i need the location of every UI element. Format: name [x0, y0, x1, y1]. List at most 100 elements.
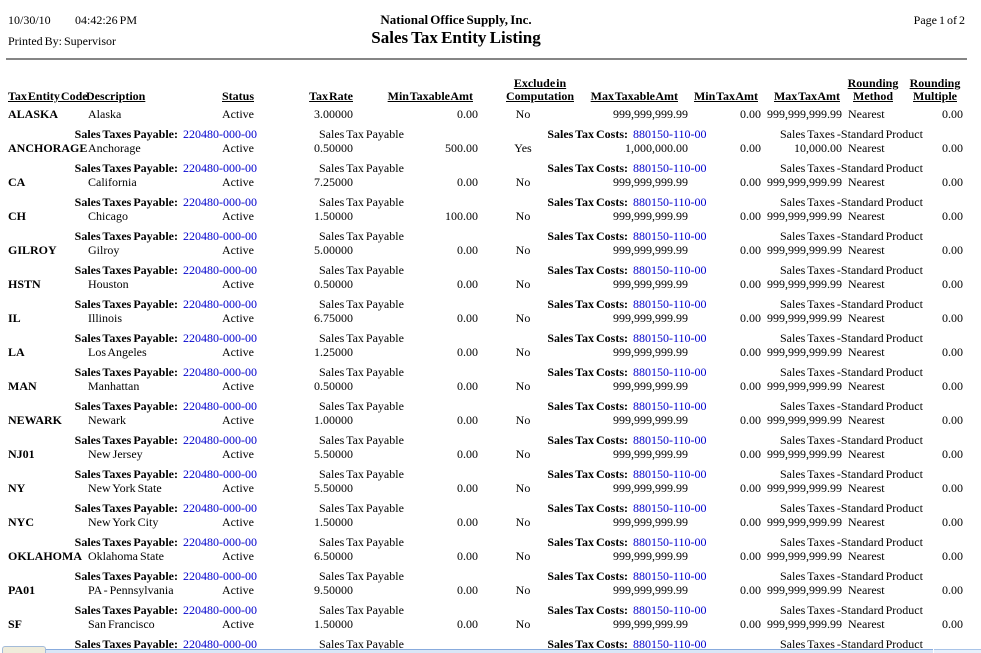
entity-description: California [88, 175, 137, 189]
entity-exclude-in-computation: No [515, 413, 531, 427]
sales-tax-costs-account-link[interactable]: 880150-110-00 [633, 297, 707, 311]
sales-taxes-payable-account-link[interactable]: 220480-000-00 [183, 603, 257, 617]
entity-tax-rate: 6.50000 [314, 549, 353, 563]
sales-taxes-payable-label: Sales Taxes Payable: [74, 263, 178, 277]
sales-tax-costs-account-link[interactable]: 880150-110-00 [633, 399, 707, 413]
sales-tax-costs-account-link[interactable]: 880150-110-00 [633, 331, 707, 345]
report-time: 04:42:26 PM [75, 13, 138, 27]
sales-tax-costs-account-name: Sales Taxes -Standard Product [780, 161, 923, 175]
sales-tax-costs-account-link[interactable]: 880150-110-00 [633, 365, 707, 379]
sales-tax-costs-label: Sales Tax Costs: [547, 161, 628, 175]
sales-taxes-payable-account-link[interactable]: 220480-000-00 [183, 399, 257, 413]
entity-rounding-multiple: 0.00 [942, 549, 963, 563]
column-header-rounding-multiple: Rounding Multiple [905, 77, 965, 103]
entity-rounding-multiple: 0.00 [942, 345, 963, 359]
entity-max-tax-amt: 999,999,999.99 [767, 107, 842, 121]
report-date: 10/30/10 [8, 13, 51, 27]
entity-row: OKLAHOMA Oklahoma State Active 6.50000 0.00 N… [0, 550, 981, 563]
entity-rounding-method: Nearest [848, 413, 885, 427]
sales-tax-costs-account-name: Sales Taxes -Standard Product [780, 365, 923, 379]
sales-taxes-payable-account-link[interactable]: 220480-000-00 [183, 229, 257, 243]
sales-tax-costs-label: Sales Tax Costs: [547, 127, 628, 141]
sales-tax-costs-account-name: Sales Taxes -Standard Product [780, 399, 923, 413]
sales-taxes-payable-account-name: Sales Tax Payable [319, 501, 404, 515]
entity-tax-rate: 0.50000 [314, 277, 353, 291]
entity-min-tax-amt: 0.00 [740, 515, 761, 529]
entity-tax-rate: 1.50000 [314, 209, 353, 223]
entity-max-tax-amt: 999,999,999.99 [767, 379, 842, 393]
entity-min-tax-amt: 0.00 [740, 379, 761, 393]
sales-tax-costs-account-link[interactable]: 880150-110-00 [633, 535, 707, 549]
sales-taxes-payable-account-link[interactable]: 220480-000-00 [183, 535, 257, 549]
sales-taxes-payable-account-link[interactable]: 220480-000-00 [183, 127, 257, 141]
entity-max-tax-amt: 999,999,999.99 [767, 447, 842, 461]
entity-status: Active [222, 209, 254, 223]
entity-min-taxable-amt: 0.00 [457, 107, 478, 121]
entity-min-tax-amt: 0.00 [740, 175, 761, 189]
sales-taxes-payable-account-link[interactable]: 220480-000-00 [183, 501, 257, 515]
sales-tax-costs-label: Sales Tax Costs: [547, 399, 628, 413]
sales-tax-costs-account-link[interactable]: 880150-110-00 [633, 467, 707, 481]
sales-tax-costs-account-link[interactable]: 880150-110-00 [633, 195, 707, 209]
entity-code: NEWARK [8, 413, 63, 427]
sales-taxes-payable-account-link[interactable]: 220480-000-00 [183, 569, 257, 583]
column-header-min-taxable-amt: Min Taxable Amt [387, 89, 473, 103]
entity-max-taxable-amt: 999,999,999.99 [613, 515, 688, 529]
sales-tax-costs-account-name: Sales Taxes -Standard Product [780, 127, 923, 141]
sales-taxes-payable-account-link[interactable]: 220480-000-00 [183, 365, 257, 379]
entity-min-tax-amt: 0.00 [740, 413, 761, 427]
entity-max-tax-amt: 999,999,999.99 [767, 277, 842, 291]
sales-tax-costs-account-name: Sales Taxes -Standard Product [780, 535, 923, 549]
sales-tax-costs-account-link[interactable]: 880150-110-00 [633, 603, 707, 617]
entity-tax-rate: 1.25000 [314, 345, 353, 359]
entity-code: ANCHORAGE [8, 141, 88, 155]
entity-status: Active [222, 413, 254, 427]
sales-tax-costs-account-link[interactable]: 880150-110-00 [633, 637, 707, 651]
sales-taxes-payable-account-link[interactable]: 220480-000-00 [183, 195, 257, 209]
sales-tax-costs-account-link[interactable]: 880150-110-00 [633, 501, 707, 515]
entity-rounding-method: Nearest [848, 583, 885, 597]
sales-taxes-payable-account-name: Sales Tax Payable [319, 229, 404, 243]
page-number: Page 1 of 2 [913, 13, 965, 27]
entity-min-taxable-amt: 0.00 [457, 617, 478, 631]
entity-description: Houston [88, 277, 129, 291]
entity-min-taxable-amt: 0.00 [457, 277, 478, 291]
sales-tax-costs-account-name: Sales Taxes -Standard Product [780, 263, 923, 277]
entity-description: San Francisco [88, 617, 155, 631]
sales-taxes-payable-account-link[interactable]: 220480-000-00 [183, 467, 257, 481]
column-header-exclude-line1: Exclude in [513, 76, 567, 90]
sales-taxes-payable-account-name: Sales Tax Payable [319, 467, 404, 481]
entity-rounding-multiple: 0.00 [942, 243, 963, 257]
entity-min-tax-amt: 0.00 [740, 583, 761, 597]
entity-min-taxable-amt: 0.00 [457, 243, 478, 257]
entity-min-tax-amt: 0.00 [740, 549, 761, 563]
entity-row: NEWARK Newark Active 1.00000 0.00 No 999,999,9… [0, 414, 981, 427]
sales-tax-costs-account-link[interactable]: 880150-110-00 [633, 569, 707, 583]
sales-tax-costs-account-link[interactable]: 880150-110-00 [633, 263, 707, 277]
sales-taxes-payable-account-link[interactable]: 220480-000-00 [183, 263, 257, 277]
entity-tax-rate: 5.50000 [314, 447, 353, 461]
sales-tax-costs-label: Sales Tax Costs: [547, 637, 628, 651]
sales-tax-costs-account-link[interactable]: 880150-110-00 [633, 127, 707, 141]
company-name: National Office Supply, Inc. [380, 12, 532, 27]
account-row: Sales Taxes Payable: 220480-000-00 Sales T… [0, 264, 981, 277]
account-row: Sales Taxes Payable: 220480-000-00 Sales T… [0, 468, 981, 481]
sales-taxes-payable-account-link[interactable]: 220480-000-00 [183, 161, 257, 175]
entity-status: Active [222, 141, 254, 155]
entity-status: Active [222, 345, 254, 359]
window-edge-right [934, 649, 981, 653]
entity-exclude-in-computation: No [515, 345, 531, 359]
sales-taxes-payable-account-link[interactable]: 220480-000-00 [183, 331, 257, 345]
entity-max-taxable-amt: 999,999,999.99 [613, 549, 688, 563]
sales-taxes-payable-account-link[interactable]: 220480-000-00 [183, 637, 257, 651]
sales-taxes-payable-account-link[interactable]: 220480-000-00 [183, 297, 257, 311]
entity-tax-rate: 1.00000 [314, 413, 353, 427]
sales-tax-costs-account-link[interactable]: 880150-110-00 [633, 161, 707, 175]
sales-tax-costs-account-link[interactable]: 880150-110-00 [633, 229, 707, 243]
sales-tax-costs-account-link[interactable]: 880150-110-00 [633, 433, 707, 447]
sales-taxes-payable-account-link[interactable]: 220480-000-00 [183, 433, 257, 447]
entity-description: New Jersey [88, 447, 143, 461]
entity-row: ALASKA Alaska Active 3.00000 0.00 No 999,999,9… [0, 108, 981, 121]
column-header-rounding-multiple-line2: Multiple [913, 89, 957, 103]
account-row: Sales Taxes Payable: 220480-000-00 Sales T… [0, 502, 981, 515]
